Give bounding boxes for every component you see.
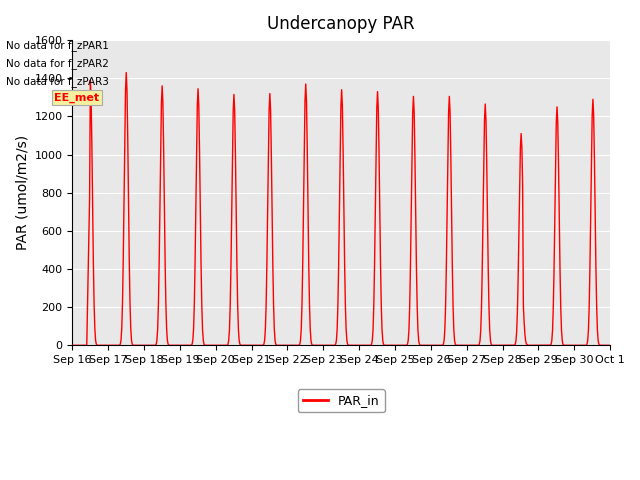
Text: No data for f_zPAR2: No data for f_zPAR2 xyxy=(6,59,109,69)
Text: EE_met: EE_met xyxy=(54,93,100,103)
Text: No data for f_zPAR1: No data for f_zPAR1 xyxy=(6,40,109,51)
Text: No data for f_zPAR3: No data for f_zPAR3 xyxy=(6,77,109,87)
Title: Undercanopy PAR: Undercanopy PAR xyxy=(268,15,415,33)
Y-axis label: PAR (umol/m2/s): PAR (umol/m2/s) xyxy=(15,135,29,250)
Legend: PAR_in: PAR_in xyxy=(298,389,385,412)
